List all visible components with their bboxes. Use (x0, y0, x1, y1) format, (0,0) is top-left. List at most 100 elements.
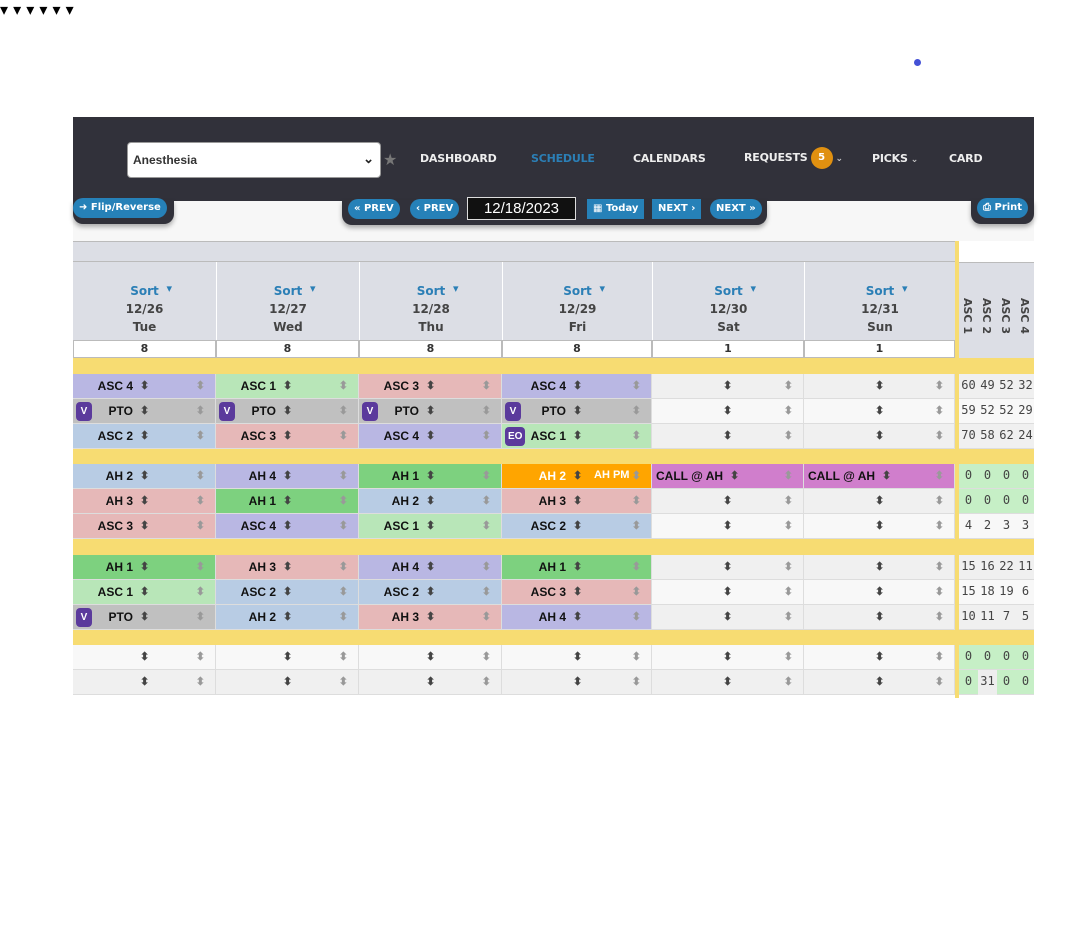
flip-reverse-button[interactable]: ➜ Flip/Reverse (73, 198, 167, 218)
shift-cell[interactable]: AH 3 ⬍ ⬍ (73, 489, 216, 514)
shift-cell[interactable]: ⬍ ⬍ (652, 374, 804, 399)
shift-cell[interactable]: AH 3 ⬍ ⬍ (502, 489, 652, 514)
nav-schedule[interactable]: SCHEDULE (531, 152, 595, 165)
shift-cell[interactable]: ASC 2 ⬍ ⬍ (73, 424, 216, 449)
sort-arrows-icon[interactable]: ⬍ (723, 495, 733, 507)
shift-cell[interactable]: ⬍ ⬍ (216, 645, 359, 670)
sort-arrows-icon[interactable]: ⬍ (573, 586, 583, 598)
secondary-sort-arrows-icon[interactable]: ⬍ (631, 430, 641, 442)
secondary-sort-arrows-icon[interactable]: ⬍ (934, 430, 944, 442)
secondary-sort-arrows-icon[interactable]: ⬍ (338, 561, 348, 573)
shift-cell[interactable]: ASC 1 ⬍ ⬍ (73, 580, 216, 605)
secondary-sort-arrows-icon[interactable]: ⬍ (338, 380, 348, 392)
shift-cell[interactable]: ⬍ ⬍ (652, 645, 804, 670)
shift-cell[interactable]: ASC 2 ⬍ ⬍ (502, 514, 652, 539)
shift-cell[interactable]: ⬍ ⬍ (804, 605, 955, 630)
secondary-sort-arrows-icon[interactable]: ⬍ (338, 611, 348, 623)
sort-arrows-icon[interactable]: ⬍ (573, 611, 583, 623)
sort-arrows-icon[interactable]: ⬍ (426, 470, 436, 482)
secondary-sort-arrows-icon[interactable]: ⬍ (934, 611, 944, 623)
secondary-sort-arrows-icon[interactable]: ⬍ (783, 611, 793, 623)
shift-cell[interactable]: ⬍ ⬍ (359, 670, 502, 695)
shift-cell[interactable]: AH 1 ⬍ ⬍ (359, 464, 502, 489)
sort-arrows-icon[interactable]: ⬍ (283, 380, 293, 392)
sort-arrows-icon[interactable]: ⬍ (140, 651, 150, 663)
shift-cell[interactable]: ASC 2 ⬍ ⬍ (359, 580, 502, 605)
sort-arrows-icon[interactable]: ⬍ (283, 430, 293, 442)
sort-arrows-icon[interactable]: ⬍ (875, 651, 885, 663)
sort-arrows-icon[interactable]: ⬍ (573, 651, 583, 663)
sort-arrows-icon[interactable]: ⬍ (573, 561, 583, 573)
secondary-sort-arrows-icon[interactable]: ⬍ (481, 380, 491, 392)
shift-cell[interactable]: ⬍ ⬍ (73, 645, 216, 670)
shift-cell[interactable]: AH 2 ⬍ AH PM ⬍ (502, 464, 652, 489)
secondary-sort-arrows-icon[interactable]: ⬍ (631, 520, 641, 532)
sort-arrows-icon[interactable]: ⬍ (426, 611, 436, 623)
secondary-sort-arrows-icon[interactable]: ⬍ (783, 495, 793, 507)
shift-cell[interactable]: ⬍ ⬍ (804, 670, 955, 695)
secondary-sort-arrows-icon[interactable]: ⬍ (783, 676, 793, 688)
sort-arrows-icon[interactable]: ⬍ (723, 520, 733, 532)
sort-arrows-icon[interactable]: ⬍ (140, 561, 150, 573)
shift-cell[interactable]: ASC 4 ⬍ ⬍ (216, 514, 359, 539)
secondary-sort-arrows-icon[interactable]: ⬍ (783, 561, 793, 573)
shift-cell[interactable]: ⬍ ⬍ (652, 514, 804, 539)
shift-cell[interactable]: AH 3 ⬍ ⬍ (216, 555, 359, 580)
shift-cell[interactable]: AH 1 ⬍ ⬍ (73, 555, 216, 580)
shift-cell[interactable]: ASC 3 ⬍ ⬍ (502, 580, 652, 605)
sort-arrows-icon[interactable]: ⬍ (573, 405, 583, 417)
sort-arrows-icon[interactable]: ⬍ (283, 611, 293, 623)
sort-dropdown[interactable]: Sort (273, 284, 303, 298)
sort-arrows-icon[interactable]: ⬍ (140, 380, 150, 392)
secondary-sort-arrows-icon[interactable]: ⬍ (195, 676, 205, 688)
secondary-sort-arrows-icon[interactable]: ⬍ (195, 561, 205, 573)
sort-arrows-icon[interactable]: ⬍ (140, 495, 150, 507)
sort-arrows-icon[interactable]: ⬍ (140, 470, 150, 482)
shift-cell[interactable]: ⬍ ⬍ (804, 424, 955, 449)
secondary-sort-arrows-icon[interactable]: ⬍ (934, 405, 944, 417)
secondary-sort-arrows-icon[interactable]: ⬍ (338, 470, 348, 482)
secondary-sort-arrows-icon[interactable]: ⬍ (631, 611, 641, 623)
secondary-sort-arrows-icon[interactable]: ⬍ (783, 430, 793, 442)
secondary-sort-arrows-icon[interactable]: ⬍ (338, 676, 348, 688)
sort-arrows-icon[interactable]: ⬍ (723, 586, 733, 598)
shift-cell[interactable]: CALL @ AH ⬍ ⬍ (804, 464, 955, 489)
secondary-sort-arrows-icon[interactable]: ⬍ (631, 651, 641, 663)
shift-cell[interactable]: ⬍ ⬍ (804, 489, 955, 514)
shift-cell[interactable]: ASC 4 ⬍ ⬍ (73, 374, 216, 399)
secondary-sort-arrows-icon[interactable]: ⬍ (481, 470, 491, 482)
secondary-sort-arrows-icon[interactable]: ⬍ (481, 405, 491, 417)
secondary-sort-arrows-icon[interactable]: ⬍ (631, 380, 641, 392)
shift-cell[interactable]: ⬍ ⬍ (652, 399, 804, 424)
secondary-sort-arrows-icon[interactable]: ⬍ (783, 651, 793, 663)
sort-arrows-icon[interactable]: ⬍ (426, 430, 436, 442)
sort-arrows-icon[interactable]: ⬍ (283, 470, 293, 482)
shift-cell[interactable]: ⬍ ⬍ (73, 670, 216, 695)
shift-cell[interactable]: AH 2 ⬍ ⬍ (216, 605, 359, 630)
sort-arrows-icon[interactable]: ⬍ (283, 405, 293, 417)
sort-arrows-icon[interactable]: ⬍ (573, 520, 583, 532)
secondary-sort-arrows-icon[interactable]: ⬍ (338, 405, 348, 417)
secondary-sort-arrows-icon[interactable]: ⬍ (338, 430, 348, 442)
secondary-sort-arrows-icon[interactable]: ⬍ (195, 495, 205, 507)
sort-arrows-icon[interactable]: ⬍ (875, 430, 885, 442)
secondary-sort-arrows-icon[interactable]: ⬍ (338, 586, 348, 598)
sort-arrows-icon[interactable]: ⬍ (875, 586, 885, 598)
sort-arrows-icon[interactable]: ⬍ (283, 520, 293, 532)
sort-arrows-icon[interactable]: ⬍ (723, 561, 733, 573)
shift-cell[interactable]: ⬍ ⬍ (652, 670, 804, 695)
shift-cell[interactable]: AH 4 ⬍ ⬍ (359, 555, 502, 580)
secondary-sort-arrows-icon[interactable]: ⬍ (195, 520, 205, 532)
sort-arrows-icon[interactable]: ⬍ (573, 470, 583, 482)
shift-cell[interactable]: ASC 3 ⬍ ⬍ (359, 374, 502, 399)
secondary-sort-arrows-icon[interactable]: ⬍ (195, 380, 205, 392)
shift-cell[interactable]: ⬍ ⬍ (652, 555, 804, 580)
shift-cell[interactable]: PTO ⬍ V ⬍ (73, 605, 216, 630)
sort-arrows-icon[interactable]: ⬍ (723, 676, 733, 688)
shift-cell[interactable]: ASC 3 ⬍ ⬍ (216, 424, 359, 449)
secondary-sort-arrows-icon[interactable]: ⬍ (195, 430, 205, 442)
secondary-sort-arrows-icon[interactable]: ⬍ (338, 651, 348, 663)
shift-cell[interactable]: AH 2 ⬍ ⬍ (359, 489, 502, 514)
nav-requests[interactable]: REQUESTS 5 ⌄ (744, 147, 843, 169)
shift-cell[interactable]: ASC 2 ⬍ ⬍ (216, 580, 359, 605)
